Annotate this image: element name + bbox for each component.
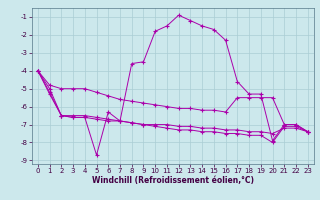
X-axis label: Windchill (Refroidissement éolien,°C): Windchill (Refroidissement éolien,°C) — [92, 176, 254, 185]
